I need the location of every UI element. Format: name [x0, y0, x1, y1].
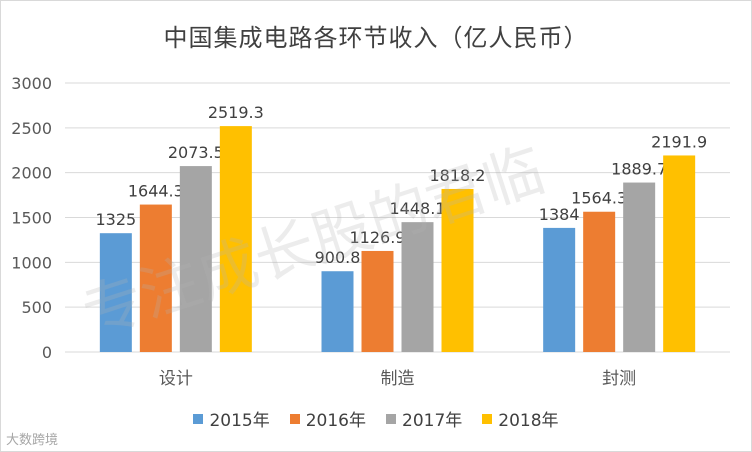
bar: [401, 222, 434, 352]
legend-label: 2017年: [402, 411, 463, 431]
bar: [623, 182, 656, 352]
legend-item: 2015年: [193, 406, 270, 431]
x-category-label: 设计: [159, 369, 193, 389]
y-tick-label: 2000: [11, 164, 52, 183]
data-label: 1448.1: [390, 199, 446, 218]
bar: [583, 211, 616, 352]
data-label: 2519.3: [208, 103, 264, 122]
legend-label: 2016年: [305, 411, 366, 431]
legend-item: 2016年: [289, 406, 366, 431]
data-label: 900.8: [315, 248, 361, 267]
legend-swatch: [193, 413, 204, 424]
y-tick-label: 0: [42, 343, 52, 362]
data-label: 1325: [95, 210, 136, 229]
data-label: 1384: [539, 205, 580, 224]
legend-label: 2015年: [209, 411, 270, 431]
chart-title: 中国集成电路各环节收入（亿人民币）: [163, 24, 589, 52]
data-label: 1126.9: [350, 228, 406, 247]
legend-item: 2017年: [386, 406, 462, 431]
data-label: 1644.3: [128, 182, 184, 201]
x-category-label: 制造: [381, 369, 415, 389]
legend-item: 2018年: [482, 406, 559, 431]
bar: [179, 166, 212, 352]
bar: [99, 233, 132, 352]
y-tick-label: 1000: [11, 253, 52, 272]
source-logo: 大数跨境: [6, 433, 59, 448]
bar: [219, 126, 252, 352]
legend-swatch: [289, 413, 300, 424]
bar: [361, 250, 394, 352]
chart-legend: 2015年 2016年 2017年 2018年: [0, 406, 752, 431]
data-label: 1889.7: [611, 160, 667, 179]
legend-swatch: [386, 413, 396, 424]
x-category-label: 封测: [602, 369, 636, 389]
legend-label: 2018年: [498, 411, 559, 431]
data-label: 2073.5: [168, 143, 224, 162]
bar: [663, 155, 696, 352]
data-label: 1818.2: [430, 166, 486, 185]
y-tick-label: 2500: [11, 119, 52, 138]
bar: [441, 188, 474, 352]
y-tick-label: 3000: [11, 74, 52, 93]
y-tick-label: 500: [21, 298, 52, 317]
bar: [543, 227, 576, 352]
y-tick-label: 1500: [11, 209, 52, 228]
data-label: 2191.9: [651, 132, 707, 151]
data-label: 1564.3: [571, 189, 627, 208]
bar: [139, 204, 172, 352]
bar: [321, 271, 354, 352]
legend-swatch: [482, 413, 493, 424]
